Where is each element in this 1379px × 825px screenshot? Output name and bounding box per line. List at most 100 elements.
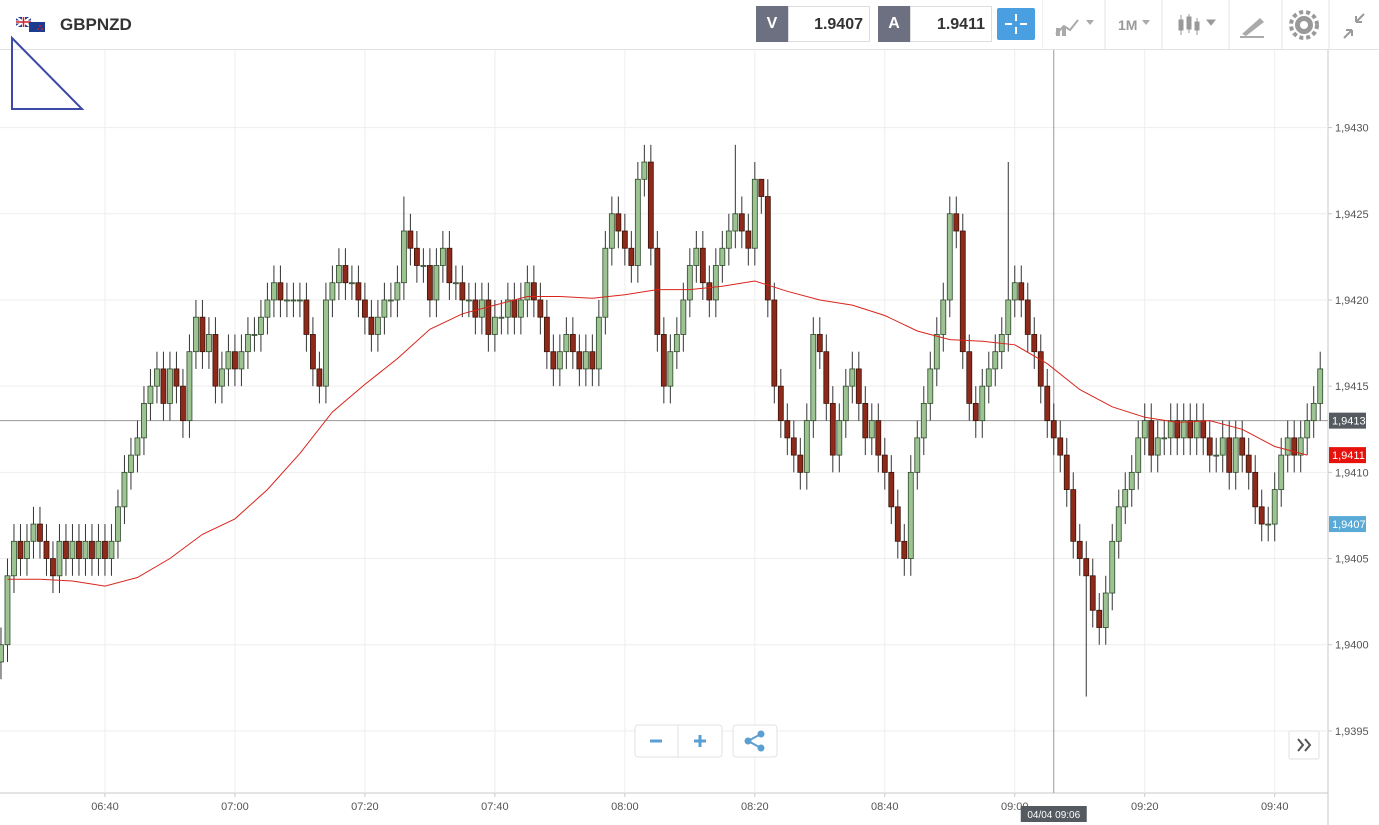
candle-body xyxy=(491,316,498,335)
candle-body xyxy=(1252,471,1259,508)
x-tick-label: 08:00 xyxy=(611,801,639,813)
candle-body xyxy=(667,351,674,387)
candle-body xyxy=(849,368,856,387)
candle-body xyxy=(654,247,661,335)
x-tick-label: 07:00 xyxy=(221,801,249,813)
candle-body xyxy=(1297,437,1304,456)
candle-body xyxy=(647,161,654,249)
candle-body xyxy=(394,282,401,301)
candle-body xyxy=(940,299,947,335)
candle-body xyxy=(1245,454,1252,473)
candle-body xyxy=(76,540,82,559)
candle-body xyxy=(0,644,4,663)
ask-price[interactable]: 1.9411 xyxy=(910,6,992,42)
candle-body xyxy=(368,316,375,335)
candle-body xyxy=(147,385,154,404)
candle-body xyxy=(953,213,960,232)
bid-price[interactable]: 1.9407 xyxy=(788,6,870,42)
candle-body xyxy=(56,540,63,577)
crosshair-button[interactable] xyxy=(997,8,1035,40)
candle-body xyxy=(1317,368,1324,404)
candle-body xyxy=(400,230,407,284)
candle-body xyxy=(374,316,381,335)
x-tick-label: 08:20 xyxy=(741,801,769,813)
candle-body xyxy=(946,213,953,301)
indicator-icon[interactable] xyxy=(1055,19,1094,36)
candle-body xyxy=(251,334,258,336)
price-marker-label: 1,9411 xyxy=(1332,450,1365,462)
candle-body xyxy=(82,540,89,559)
candle-body xyxy=(790,437,797,456)
drawn-triangle[interactable] xyxy=(11,35,85,110)
candle-body xyxy=(1278,454,1285,490)
candle-body xyxy=(303,299,310,335)
candle-body xyxy=(829,402,836,456)
candle-body xyxy=(323,299,329,387)
candle-body xyxy=(660,334,667,387)
bid-label[interactable]: V xyxy=(756,6,788,42)
candle-body xyxy=(297,299,303,302)
zoom-in[interactable] xyxy=(694,735,706,747)
candle-body xyxy=(1265,523,1272,526)
candle-body xyxy=(1174,420,1181,439)
candle-body xyxy=(1083,558,1090,577)
candle-body xyxy=(725,230,732,249)
candle-body xyxy=(745,230,752,249)
crosshair-time-label: 04/04 09:06 xyxy=(1027,810,1080,821)
crosshair-price-label: 1,9413 xyxy=(1332,416,1366,428)
candle-body xyxy=(680,299,687,335)
candle-body xyxy=(1304,420,1311,439)
y-tick-label: 1,9395 xyxy=(1335,726,1369,738)
candle-body xyxy=(563,334,570,353)
candle-body xyxy=(1063,454,1070,490)
candle-body xyxy=(212,334,219,387)
candle-body xyxy=(933,334,940,370)
candle-body xyxy=(576,351,583,370)
ask-label[interactable]: A xyxy=(878,6,910,42)
candle-body xyxy=(1096,609,1103,628)
chart-type-icon[interactable] xyxy=(1178,14,1217,35)
candle-body xyxy=(413,247,420,266)
candle-body xyxy=(30,523,37,542)
candle-body xyxy=(1200,420,1207,439)
settings-icon[interactable] xyxy=(1289,10,1319,40)
timeframe-arrow[interactable] xyxy=(1142,20,1150,25)
crosshair-time-box xyxy=(1020,806,1087,822)
candle-body xyxy=(4,575,11,646)
candle-body xyxy=(628,247,635,266)
candle-body xyxy=(556,351,563,370)
y-tick-label: 1,9415 xyxy=(1335,381,1369,393)
candle-body xyxy=(1258,506,1265,525)
collapse-icon[interactable] xyxy=(1343,13,1365,39)
candle-body xyxy=(329,282,336,301)
price-marker-box xyxy=(1329,516,1366,533)
candle-body xyxy=(1050,420,1057,439)
timeframe[interactable]: 1M xyxy=(1118,17,1138,33)
candle-body xyxy=(121,471,128,508)
draw-icon[interactable] xyxy=(1240,18,1264,38)
scroll-end-button[interactable] xyxy=(1288,730,1320,760)
candle-body xyxy=(810,334,817,422)
candle-body xyxy=(615,213,622,232)
candle-body xyxy=(1037,351,1044,387)
candle-body xyxy=(550,351,557,370)
candle-body xyxy=(426,265,433,301)
candle-body xyxy=(134,437,141,456)
candle-body xyxy=(1070,489,1077,542)
candle-body xyxy=(1291,437,1298,456)
candle-body xyxy=(823,351,830,404)
candle-body xyxy=(842,385,849,422)
candle-body xyxy=(979,385,986,422)
candle-body xyxy=(907,471,914,559)
candle-body xyxy=(1128,471,1135,490)
candle-body xyxy=(894,506,901,542)
y-tick-label: 1,9405 xyxy=(1335,554,1369,566)
candle-body xyxy=(1310,402,1317,422)
candle-body xyxy=(232,351,238,370)
candle-body xyxy=(1232,437,1239,473)
share-button[interactable] xyxy=(732,724,778,758)
candle-body xyxy=(777,385,784,422)
candle-body xyxy=(433,265,440,301)
candle-body xyxy=(1044,385,1051,422)
candle-body xyxy=(472,299,479,318)
